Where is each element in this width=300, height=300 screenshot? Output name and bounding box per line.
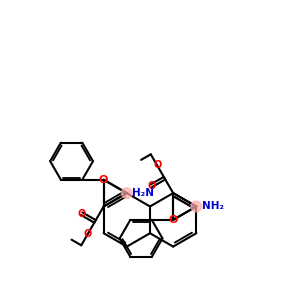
Text: H₂N: H₂N bbox=[132, 188, 154, 198]
Text: O: O bbox=[84, 229, 92, 239]
Circle shape bbox=[191, 201, 202, 212]
Text: O: O bbox=[147, 181, 155, 191]
Text: NH₂: NH₂ bbox=[202, 202, 224, 212]
Text: O: O bbox=[169, 215, 178, 225]
Text: O: O bbox=[153, 160, 161, 170]
Text: O: O bbox=[77, 209, 86, 219]
Circle shape bbox=[122, 188, 132, 198]
Text: O: O bbox=[99, 175, 108, 185]
